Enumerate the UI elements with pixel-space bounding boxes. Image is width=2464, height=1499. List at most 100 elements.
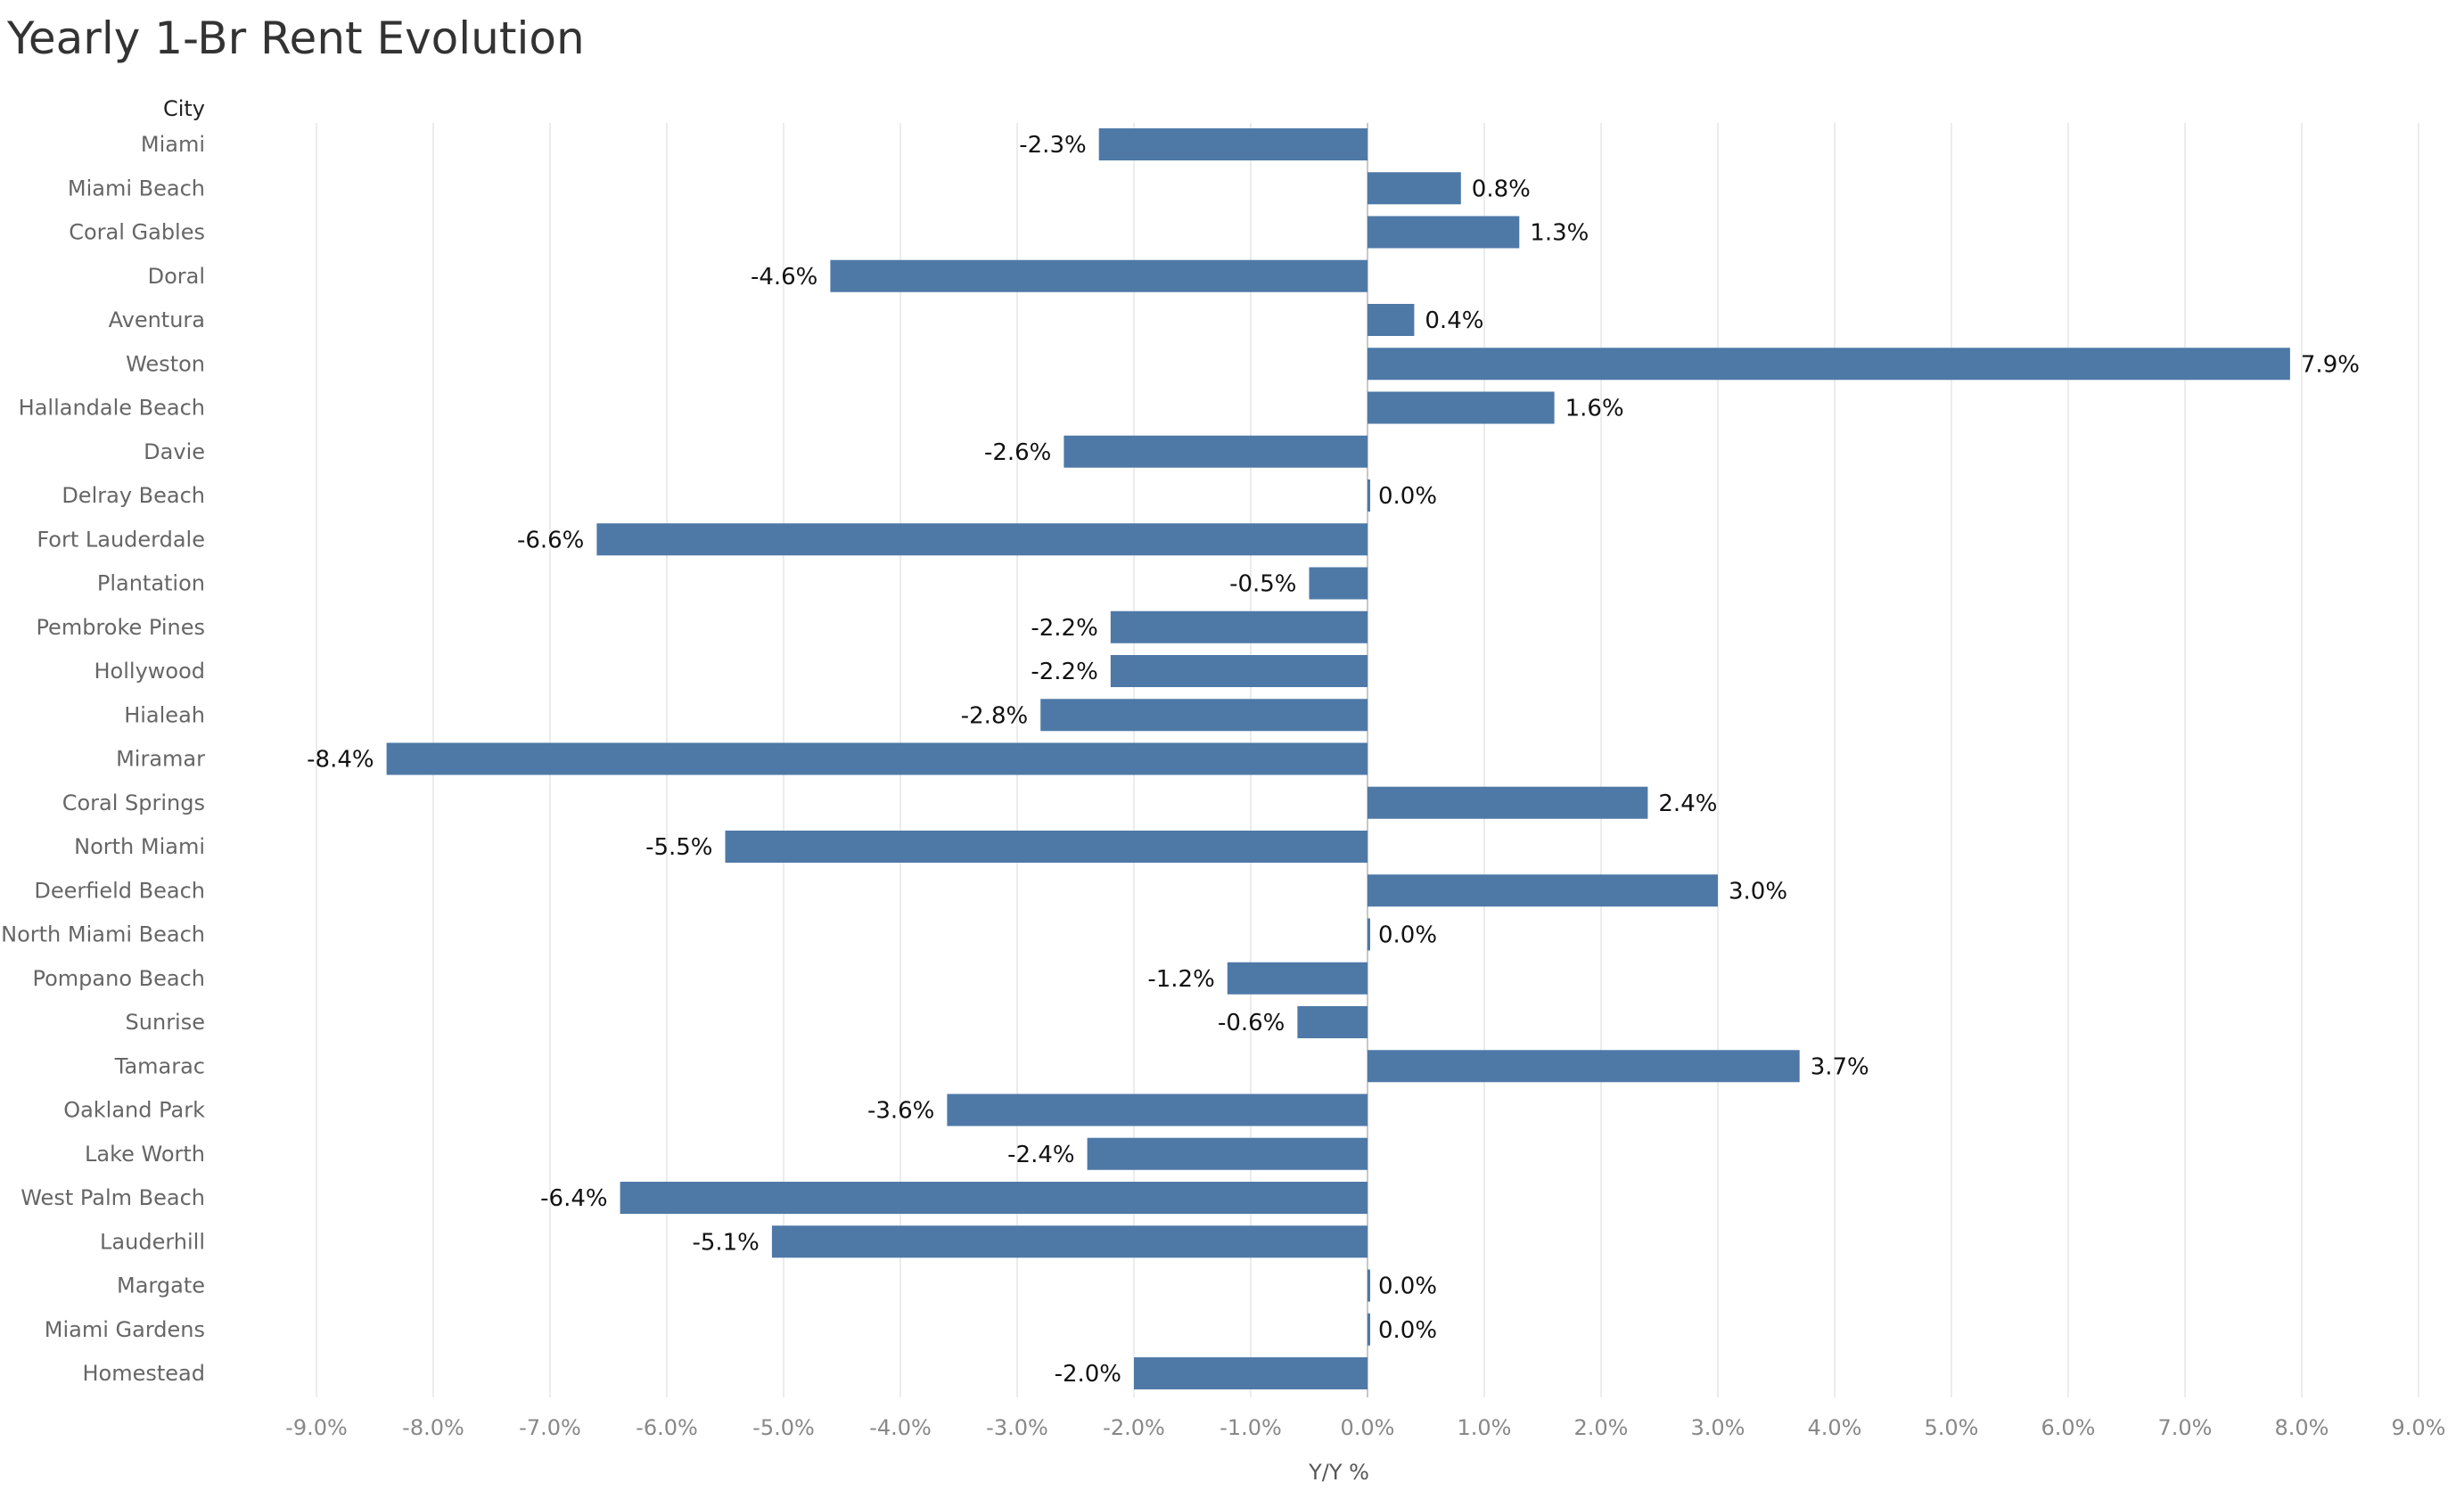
data-label: 0.0%	[1378, 1274, 1437, 1300]
x-tick-label: 5.0%	[1925, 1415, 1979, 1440]
data-labels: -2.3% 0.8% 1.3% -4.6% 0.4% 7.9% 1.6% -2.6% 0.0% -…	[307, 132, 2360, 1388]
data-label: 1.6%	[1565, 396, 1624, 422]
data-label: -2.4%	[1007, 1142, 1074, 1168]
bar	[771, 1225, 1368, 1258]
bar	[1087, 1137, 1368, 1170]
x-tick-label: 2.0%	[1574, 1415, 1629, 1440]
x-tick-label: -4.0%	[869, 1415, 932, 1440]
x-tick-label: 6.0%	[2041, 1415, 2096, 1440]
data-label: 0.4%	[1425, 307, 1483, 334]
data-label: 7.9%	[2301, 351, 2360, 378]
chart-title: Yearly 1-Br Rent Evolution	[7, 12, 585, 64]
bar	[386, 742, 1368, 775]
bar	[1297, 1006, 1368, 1038]
category-label: Miramar	[116, 747, 205, 772]
data-label: -2.6%	[984, 439, 1051, 466]
category-label: Coral Springs	[62, 790, 205, 815]
bar	[1368, 786, 1648, 819]
data-label: -3.6%	[867, 1098, 934, 1125]
data-label: -0.6%	[1218, 1010, 1285, 1036]
category-label: Fort Lauderdale	[37, 527, 205, 552]
data-label: 0.0%	[1378, 1317, 1437, 1344]
category-label: Hollywood	[94, 659, 206, 684]
category-label: North Miami Beach	[1, 922, 205, 947]
data-label: -5.1%	[692, 1229, 759, 1256]
category-label: Coral Gables	[69, 220, 205, 245]
bar	[725, 831, 1368, 863]
category-label: Davie	[144, 439, 205, 464]
category-label: Miami Gardens	[45, 1317, 205, 1342]
bar	[1064, 435, 1368, 468]
category-label: Hialeah	[124, 702, 205, 727]
x-tick-label: -9.0%	[285, 1415, 348, 1440]
data-label: -2.0%	[1055, 1361, 1121, 1388]
bar	[1368, 304, 1415, 336]
data-label: -2.8%	[961, 702, 1028, 729]
data-label: -6.4%	[540, 1185, 607, 1212]
category-label: Tamarac	[114, 1053, 205, 1078]
bar	[1368, 391, 1555, 424]
category-label: Deerfield Beach	[34, 878, 205, 903]
x-tick-label: -6.0%	[636, 1415, 698, 1440]
category-label: Pembroke Pines	[36, 615, 205, 640]
x-tick-label: -2.0%	[1103, 1415, 1165, 1440]
bar	[830, 259, 1368, 292]
category-label: Sunrise	[126, 1010, 205, 1035]
category-label: West Palm Beach	[21, 1185, 205, 1210]
category-axis-header: City	[163, 96, 205, 121]
bar	[1134, 1357, 1368, 1389]
data-label: -2.2%	[1031, 615, 1097, 642]
data-label: 0.0%	[1378, 922, 1437, 949]
bar	[1098, 128, 1368, 160]
category-label: Aventura	[109, 307, 205, 332]
bar	[1368, 479, 1370, 512]
data-label: -6.6%	[517, 527, 584, 553]
bar	[1110, 610, 1368, 643]
x-tick-label: -8.0%	[402, 1415, 464, 1440]
bar	[1368, 918, 1370, 951]
x-tick-label: 1.0%	[1458, 1415, 1512, 1440]
category-label: Oakland Park	[63, 1098, 205, 1123]
category-label: Margate	[117, 1274, 205, 1298]
category-label: Hallandale Beach	[19, 396, 205, 421]
category-label: Miami Beach	[68, 176, 205, 201]
category-label: North Miami	[74, 834, 205, 859]
category-label: Doral	[148, 264, 205, 289]
data-label: -5.5%	[645, 834, 712, 861]
data-label: -8.4%	[307, 747, 374, 774]
x-tick-label: 4.0%	[1808, 1415, 1862, 1440]
data-label: 0.0%	[1378, 483, 1437, 510]
x-tick-label: 0.0%	[1341, 1415, 1395, 1440]
bar	[1368, 1269, 1370, 1302]
bar	[1368, 874, 1718, 907]
bar	[1110, 655, 1368, 687]
data-label: 2.4%	[1658, 790, 1717, 817]
category-label: Weston	[126, 351, 205, 376]
bar	[620, 1182, 1368, 1214]
x-tick-label: -1.0%	[1220, 1415, 1282, 1440]
x-axis-label: Y/Y %	[1308, 1460, 1369, 1485]
data-label: -4.6%	[751, 264, 817, 291]
bar	[1368, 172, 1461, 205]
x-tick-label: 9.0%	[2392, 1415, 2446, 1440]
data-label: -0.5%	[1229, 571, 1296, 598]
x-tick-label: 3.0%	[1691, 1415, 1745, 1440]
bar	[1368, 348, 2290, 381]
category-label: Homestead	[83, 1361, 206, 1386]
bar	[1309, 567, 1368, 600]
x-tick-label: -7.0%	[519, 1415, 581, 1440]
x-tick-label: -5.0%	[752, 1415, 815, 1440]
x-tick-label: 8.0%	[2275, 1415, 2329, 1440]
data-label: 3.7%	[1811, 1053, 1869, 1080]
bars	[386, 128, 2290, 1389]
bar	[947, 1094, 1368, 1126]
category-label: Plantation	[97, 571, 205, 596]
data-label: 0.8%	[1472, 176, 1531, 202]
x-axis-ticks: -9.0% -8.0% -7.0% -6.0% -5.0% -4.0% -3.0% -2.0%…	[285, 1415, 2445, 1440]
category-label: Pompano Beach	[33, 966, 206, 991]
category-label: Miami	[141, 132, 205, 157]
data-label: 1.3%	[1530, 220, 1589, 247]
bar	[1227, 962, 1368, 995]
category-label: Lake Worth	[85, 1142, 205, 1167]
